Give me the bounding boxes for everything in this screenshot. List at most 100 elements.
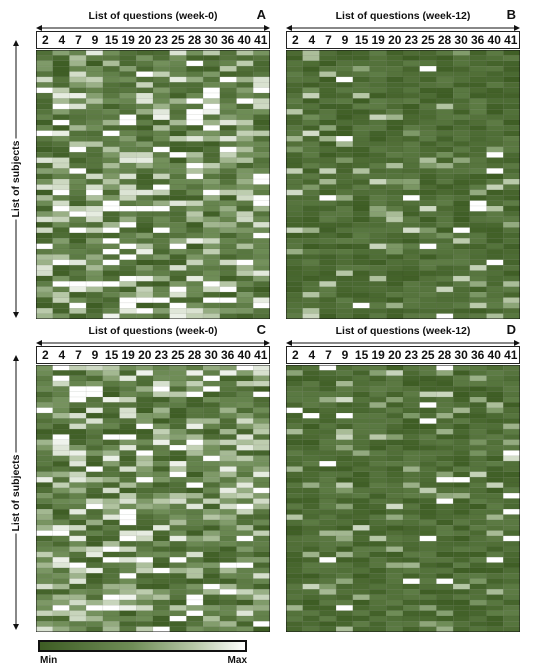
heatmap-cell	[103, 488, 120, 493]
heatmap-cell	[336, 472, 353, 477]
heatmap-cell	[403, 179, 420, 184]
heatmap-cell	[86, 249, 103, 254]
heatmap-cell	[436, 627, 453, 632]
heatmap-cell	[370, 211, 387, 216]
heatmap-cell	[386, 115, 403, 120]
heatmap-cell	[86, 141, 103, 146]
heatmap-cell	[436, 201, 453, 206]
heatmap-cell	[237, 621, 254, 626]
heatmap-cell	[386, 152, 403, 157]
heatmap-cell	[503, 573, 520, 578]
heatmap-cell	[220, 303, 237, 308]
heatmap-panel-d: List of questions (week-12) D 2 4 7 9 15 19 20 23…	[286, 322, 520, 632]
heatmap-cell	[220, 600, 237, 605]
heatmap-cell	[470, 287, 487, 292]
heatmap-cell	[103, 303, 120, 308]
heatmap-cell	[319, 525, 336, 530]
heatmap-cell	[436, 381, 453, 386]
heatmap-cell	[303, 584, 320, 589]
heatmap-cell	[120, 413, 137, 418]
heatmap-cell	[120, 568, 137, 573]
heatmap-cell	[386, 563, 403, 568]
heatmap-cell	[386, 131, 403, 136]
heatmap-cell	[170, 445, 187, 450]
heatmap-cell	[403, 109, 420, 114]
heatmap-cell	[303, 190, 320, 195]
heatmap-cell	[470, 61, 487, 66]
heatmap-cell	[386, 292, 403, 297]
heatmap-cell	[353, 557, 370, 562]
heatmap-cell	[220, 573, 237, 578]
heatmap-cell	[503, 557, 520, 562]
heatmap-cell	[170, 222, 187, 227]
heatmap-cell	[103, 281, 120, 286]
heatmap-cell	[336, 72, 353, 77]
heatmap-cell	[136, 249, 153, 254]
heatmap-cell	[86, 206, 103, 211]
heatmap-cell	[36, 228, 53, 233]
heatmap-cell	[120, 563, 137, 568]
heatmap-cell	[103, 228, 120, 233]
heatmap-cell	[470, 584, 487, 589]
heatmap-cell	[220, 206, 237, 211]
heatmap-cell	[420, 168, 437, 173]
heatmap-cell	[286, 281, 303, 286]
heatmap-cell	[170, 370, 187, 375]
heatmap-cell	[303, 61, 320, 66]
heatmap-cell	[503, 456, 520, 461]
heatmap-cell	[487, 125, 504, 130]
heatmap-cell	[353, 568, 370, 573]
heatmap-cell	[136, 201, 153, 206]
heatmap-cell	[103, 520, 120, 525]
heatmap-cell	[253, 168, 270, 173]
heatmap-cell	[336, 168, 353, 173]
heatmap-cell	[336, 271, 353, 276]
heatmap-cell	[186, 472, 203, 477]
heatmap-cell	[453, 605, 470, 610]
heatmap-cell	[170, 93, 187, 98]
heatmap-cell	[69, 547, 86, 552]
heatmap-cell	[86, 217, 103, 222]
heatmap-cell	[453, 168, 470, 173]
heatmap-cell	[53, 233, 70, 238]
column-axis-arrow-icon	[286, 340, 520, 346]
heatmap-cell	[186, 547, 203, 552]
heatmap-cell	[237, 314, 254, 319]
heatmap-cell	[403, 88, 420, 93]
heatmap-cell	[370, 88, 387, 93]
heatmap-cell	[353, 98, 370, 103]
heatmap-cell	[453, 392, 470, 397]
heatmap-cell	[203, 584, 220, 589]
heatmap-cell	[69, 88, 86, 93]
heatmap-cell	[503, 627, 520, 632]
heatmap-cell	[120, 627, 137, 632]
heatmap-cell	[353, 450, 370, 455]
heatmap-cell	[69, 563, 86, 568]
heatmap-cell	[103, 50, 120, 55]
heatmap-cell	[370, 536, 387, 541]
heatmap-cell	[53, 541, 70, 546]
heatmap-cell	[319, 228, 336, 233]
heatmap-cell	[203, 456, 220, 461]
heatmap-cell	[170, 611, 187, 616]
heatmap-cell	[470, 206, 487, 211]
heatmap-cell	[153, 440, 170, 445]
heatmap-cell	[420, 88, 437, 93]
heatmap-cell	[220, 627, 237, 632]
heatmap-cell	[69, 314, 86, 319]
heatmap-cell	[470, 466, 487, 471]
heatmap-cell	[386, 201, 403, 206]
heatmap-cell	[470, 536, 487, 541]
heatmap-cell	[386, 440, 403, 445]
heatmap-cell	[203, 472, 220, 477]
heatmap-cell	[319, 104, 336, 109]
heatmap-cell	[470, 163, 487, 168]
heatmap-cell	[136, 109, 153, 114]
heatmap-cell	[420, 136, 437, 141]
heatmap-cell	[420, 552, 437, 557]
heatmap-cell	[353, 55, 370, 60]
heatmap-cell	[353, 392, 370, 397]
heatmap-cell	[286, 82, 303, 87]
question-label: 28	[187, 348, 202, 362]
heatmap-cell	[253, 563, 270, 568]
